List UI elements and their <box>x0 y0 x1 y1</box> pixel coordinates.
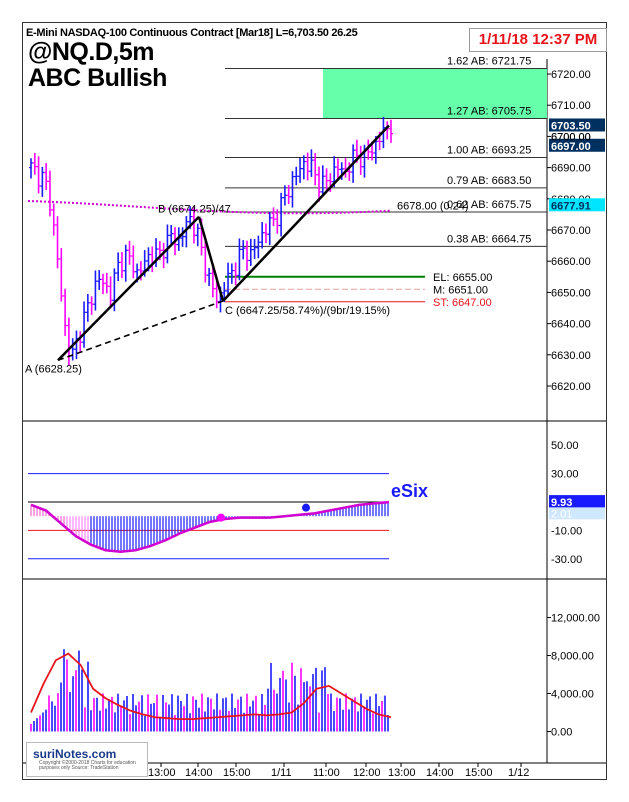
fib-level-label: 0.79 AB: 6683.50 <box>447 175 531 187</box>
esix-value-label: 9.93 <box>551 497 572 509</box>
instrument-title: E-Mini NASDAQ-100 Continuous Contract [M… <box>26 27 358 39</box>
chart-frame: 1.62 AB: 6721.75 1.27 AB: 6705.75 1.00 AB:… <box>22 22 607 780</box>
logo-fine-print: Copyright ©2000-2018 Charts for educatio… <box>39 760 136 771</box>
timestamp-badge: 1/11/18 12:37 PM <box>469 28 607 52</box>
ma-label: 6678.00 (0.24) <box>397 201 469 213</box>
esix-value-tag <box>549 495 605 509</box>
y-tick-label: 6650.00 <box>551 287 591 299</box>
y-tick-label: -30.00 <box>551 554 582 566</box>
y-tick-label: 0.00 <box>551 727 572 739</box>
last-price: L=6,703.50 <box>275 27 329 39</box>
price-tag-label: 6697.00 <box>551 141 591 153</box>
y-tick-label: 6640.00 <box>551 319 591 331</box>
esix-signal-tag <box>549 507 605 520</box>
y-tick-label: 12,000.00 <box>551 613 600 625</box>
pivot-b-label: B (6674.25)/47 <box>158 204 231 216</box>
target-zone <box>323 68 547 119</box>
pattern-leg-bc <box>197 216 225 302</box>
x-tick-label: 12:00 <box>353 767 381 779</box>
symbol-label: @NQ.D,5m <box>28 38 154 66</box>
pivot-a-label: A (6628.25) <box>25 363 82 375</box>
volume-average-line <box>30 652 392 721</box>
fib-level-label: 1.00 AB: 6693.25 <box>447 144 531 156</box>
moving-average-line <box>27 199 392 215</box>
esix-dot <box>302 503 310 512</box>
x-tick-label: 15:00 <box>223 767 251 779</box>
price-tag <box>549 198 605 212</box>
x-tick-label: 1/12 <box>508 767 529 779</box>
y-tick-label: 6620.00 <box>551 381 591 393</box>
x-tick-label: 14:00 <box>185 767 213 779</box>
y-tick-label: 8,000.00 <box>551 651 594 663</box>
price-change: 26.25 <box>331 27 358 39</box>
y-tick-label: 6660.00 <box>551 256 591 268</box>
price-tag-label: 6700.00 <box>551 131 591 143</box>
y-tick-label: 6630.00 <box>551 350 591 362</box>
y-tick-label: 4,000.00 <box>551 689 594 701</box>
pattern-leg-cd <box>222 124 390 302</box>
fib-level-label: 0.62 AB: 6675.75 <box>447 199 531 211</box>
y-tick-label: 30.00 <box>551 469 579 481</box>
y-tick-label: 6690.00 <box>551 163 591 175</box>
y-tick-label: 6670.00 <box>551 225 591 237</box>
pattern-label: ABC Bullish <box>28 64 167 92</box>
esix-line <box>30 500 390 553</box>
y-tick-label: 6710.00 <box>551 100 591 112</box>
pattern-ac-dashed <box>57 300 224 362</box>
fib-level-label: 1.62 AB: 6721.75 <box>447 56 531 68</box>
y-tick-label: 6720.00 <box>551 69 591 81</box>
esix-label: eSix <box>391 481 428 501</box>
y-tick-label: 50.00 <box>551 440 579 452</box>
chart-canvas: 1.62 AB: 6721.75 1.27 AB: 6705.75 1.00 AB:… <box>23 56 606 779</box>
logo-text: suriNotes.com <box>33 747 117 761</box>
instrument-name: E-Mini NASDAQ-100 Continuous Contract [M… <box>26 27 273 39</box>
x-tick-label: 1/11 <box>271 767 292 779</box>
x-tick-label: 11:00 <box>313 767 340 779</box>
x-tick-label: 15:00 <box>465 767 493 779</box>
x-tick-label: 13:00 <box>388 767 416 779</box>
price-tag-label: 6703.50 <box>551 120 591 132</box>
fib-level-label: 1.27 AB: 6705.75 <box>447 105 531 117</box>
trade-level-label: ST: 6647.00 <box>433 297 492 309</box>
pivot-c-label: C (6647.25/58.74%)/(9br/19.15%) <box>225 305 390 317</box>
esix-signal-label: 2.01 <box>551 508 572 520</box>
esix-dot <box>217 513 225 522</box>
fib-level-label: 0.38 AB: 6664.75 <box>447 233 531 245</box>
y-tick-label: -10.00 <box>551 525 582 537</box>
price-tag <box>549 138 605 152</box>
price-tag <box>549 118 605 132</box>
x-tick-label: 14:00 <box>426 767 454 779</box>
surinotes-logo: suriNotes.com Copyright ©2000-2018 Chart… <box>26 742 148 777</box>
trade-level-label: EL: 6655.00 <box>433 272 492 284</box>
x-tick-label: 13:00 <box>148 767 176 779</box>
price-tag-label: 6677.91 <box>551 200 591 212</box>
trade-level-label: M: 6651.00 <box>433 284 488 296</box>
pattern-leg-ab <box>57 215 200 362</box>
